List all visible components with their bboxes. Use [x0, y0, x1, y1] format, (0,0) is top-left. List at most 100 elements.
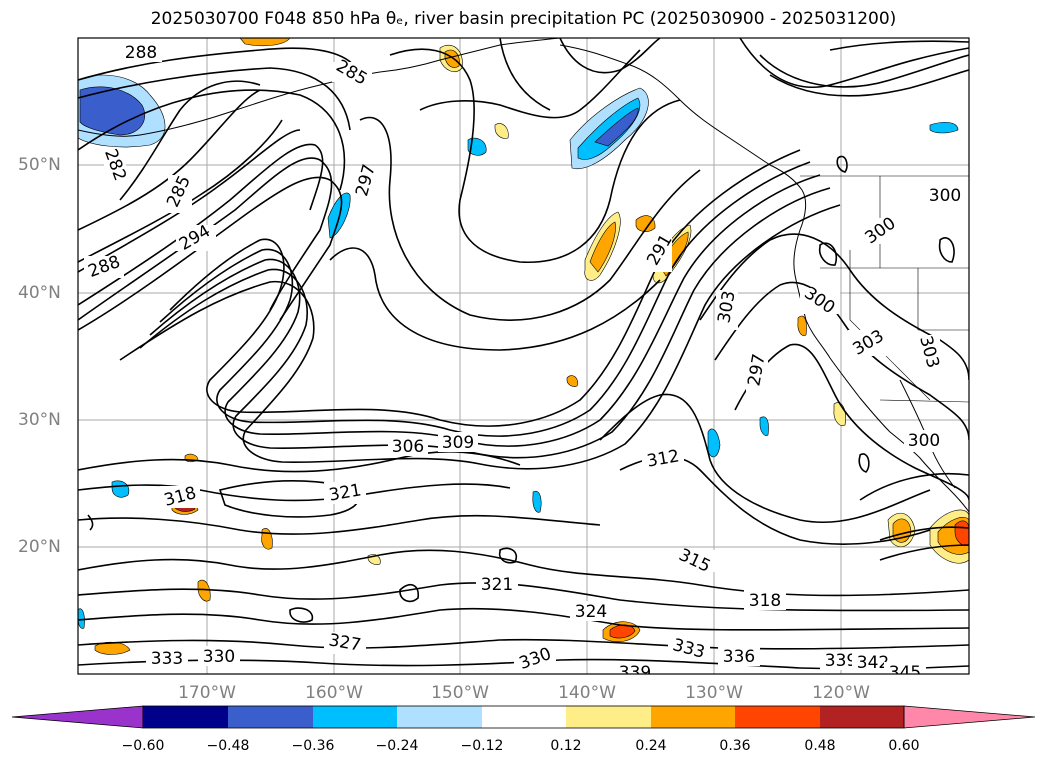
contour-label: 285 — [163, 173, 195, 213]
pos-patch-170w — [197, 579, 211, 602]
colorbar-tick: −0.24 — [375, 738, 419, 754]
svg-text:330: 330 — [203, 647, 235, 667]
colorbar-tick: −0.48 — [206, 738, 250, 754]
svg-text:324: 324 — [575, 602, 607, 622]
contour-label: 339 — [614, 662, 656, 683]
colorbar-extend-high — [903, 705, 1036, 729]
contour-label: 300 — [800, 283, 840, 318]
plot-frame — [77, 37, 970, 675]
neg-patch-145w — [532, 490, 542, 513]
contour-label: 336 — [718, 646, 760, 667]
svg-text:306: 306 — [392, 437, 424, 457]
lon-label-160w: 160°W — [305, 683, 363, 703]
neg-patch-west-edge — [78, 608, 85, 629]
contour-label: 294 — [176, 221, 216, 255]
map-title: 2025030700 F048 850 hPa θₑ, river basin … — [150, 9, 897, 29]
contour-label: 321 — [324, 480, 366, 506]
lat-label-20n: 20°N — [18, 537, 61, 557]
contour-label: 303 — [714, 289, 740, 330]
lat-label-30n: 30°N — [18, 410, 61, 430]
contour-label: 324 — [570, 601, 612, 622]
lon-label-150w: 150°W — [431, 683, 489, 703]
svg-text:318: 318 — [749, 591, 781, 611]
pos-patch-124w — [797, 315, 807, 336]
svg-text:300: 300 — [929, 186, 961, 206]
pos-patch-138w — [635, 215, 656, 232]
svg-text:285: 285 — [332, 56, 370, 90]
neg-patch-coast — [929, 121, 959, 134]
neg-patch-126w — [759, 416, 769, 436]
lon-label-140w: 140°W — [558, 683, 616, 703]
neg-patch-gulf-core — [594, 107, 639, 147]
contour-label: 342 — [852, 652, 894, 673]
svg-text:342: 342 — [857, 653, 889, 673]
contour-label: 321 — [476, 574, 518, 595]
contour-label: 327 — [324, 630, 366, 656]
contour-label: 297 — [352, 162, 380, 204]
contour-label: 318 — [160, 483, 200, 511]
svg-text:300: 300 — [908, 431, 940, 451]
contour-label: 312 — [642, 446, 684, 472]
contour-label: 291 — [643, 231, 677, 272]
colorbar — [11, 705, 1036, 729]
colorbar-tick: 0.36 — [719, 738, 751, 754]
contour-label: 318 — [744, 590, 786, 611]
precip-shading — [78, 38, 969, 655]
svg-text:309: 309 — [442, 433, 474, 453]
coastline — [78, 38, 969, 513]
contour-label: 315 — [674, 545, 716, 577]
svg-text:321: 321 — [481, 575, 513, 595]
pos-patch-140w-mid — [589, 221, 616, 273]
contour-label: 297 — [744, 352, 770, 392]
svg-text:336: 336 — [723, 647, 755, 667]
contour-labels: 288 285 297 282 285 294 288 291 303 297 … — [84, 42, 965, 683]
lat-label-50n: 50°N — [18, 155, 61, 175]
colorbar-tick: −0.60 — [121, 738, 165, 754]
contour-label: 288 — [120, 42, 162, 63]
lon-label-120w: 120°W — [812, 683, 870, 703]
lat-label-40n: 40°N — [18, 283, 61, 303]
pos-patch-small3 — [566, 375, 578, 387]
contour-label: 309 — [438, 432, 478, 453]
contour-label: 300 — [904, 430, 944, 452]
contour-label: 303 — [848, 326, 888, 360]
contour-label: 300 — [925, 185, 965, 206]
contour-label: 330 — [198, 646, 240, 667]
svg-text:339: 339 — [619, 663, 651, 683]
contour-label: 333 — [668, 635, 710, 663]
svg-text:333: 333 — [151, 649, 183, 669]
colorbar-tick: 0.60 — [888, 738, 920, 754]
gridlines — [78, 38, 969, 674]
pos-patch-122w — [833, 402, 847, 426]
svg-text:315: 315 — [676, 545, 714, 577]
neg-patch-gulf-mid — [577, 97, 641, 160]
neg-patch-130w — [707, 428, 721, 458]
colorbar-tick: −0.36 — [291, 738, 335, 754]
contour-label: 288 — [84, 252, 124, 282]
svg-text:288: 288 — [125, 43, 157, 63]
colorbar-tick: −0.12 — [460, 738, 504, 754]
colorbar-tick: 0.48 — [804, 738, 836, 754]
lon-label-130w: 130°W — [685, 683, 743, 703]
theta-e-contours — [78, 38, 969, 670]
pos-patch-165w — [261, 528, 273, 550]
pos-patch-small2 — [494, 123, 509, 139]
lon-label-170w: 170°W — [178, 683, 236, 703]
colorbar-tick: 0.24 — [635, 738, 667, 754]
contour-label: 333 — [146, 648, 188, 669]
contour-label: 339 — [820, 650, 862, 671]
contour-label: 285 — [332, 56, 372, 90]
contour-label: 300 — [860, 213, 900, 248]
contour-label: 303 — [915, 334, 943, 375]
contour-label: 282 — [100, 146, 130, 188]
contour-label: 345 — [884, 662, 926, 683]
pos-patch-top — [239, 38, 291, 47]
colorbar-extend-low — [11, 705, 144, 729]
contour-label: 330 — [514, 644, 556, 674]
contour-label: 306 — [388, 436, 428, 457]
svg-text:345: 345 — [889, 663, 921, 683]
neg-patch-175w — [111, 480, 130, 498]
colorbar-tick: 0.12 — [550, 738, 582, 754]
svg-text:339: 339 — [825, 651, 857, 671]
